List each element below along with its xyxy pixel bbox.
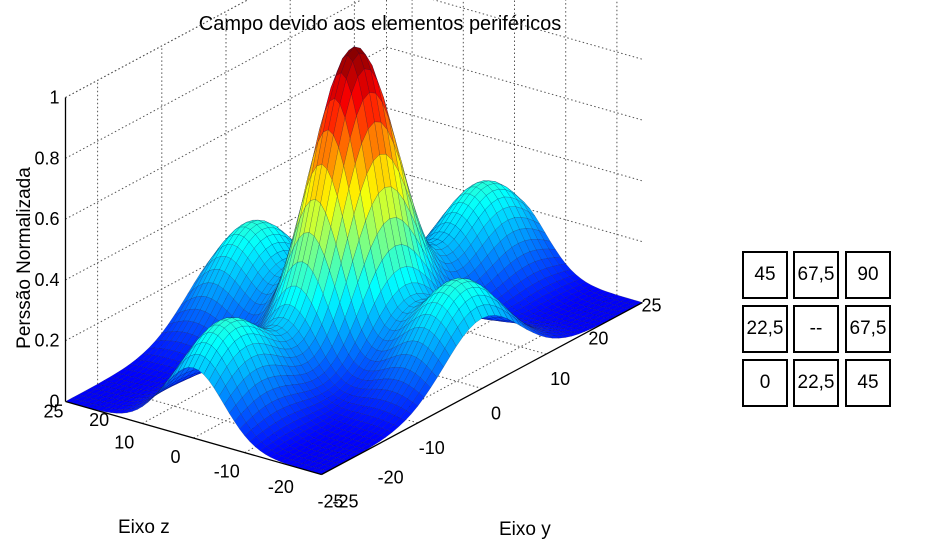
z-axis-tick-label: -10 xyxy=(214,462,240,482)
surface-mesh xyxy=(64,46,644,475)
table-cell: 67,5 xyxy=(793,251,839,299)
z-tick-label: 0.6 xyxy=(34,209,59,229)
table-cell: 45 xyxy=(742,251,788,299)
z-axis-tick-label: -25 xyxy=(318,492,344,512)
z-tick-label: 0.8 xyxy=(34,148,59,168)
y-axis-label: Eixo z xyxy=(118,517,170,538)
y-axis-tick-label: -20 xyxy=(378,467,404,487)
y-axis-tick-label: -25 xyxy=(333,492,359,512)
table-cell: 67,5 xyxy=(845,305,891,353)
z-axis-tick-label: -20 xyxy=(268,477,294,497)
x-axis-label: Eixo y xyxy=(499,519,551,540)
table-cell: 90 xyxy=(845,251,891,299)
axis-ticks: 00.20.40.60.81-25-20-100102025-25-20-100… xyxy=(34,88,661,512)
z-axis-tick-label: 25 xyxy=(43,402,63,422)
table-cell: 22,5 xyxy=(793,359,839,407)
y-axis-tick-label: 0 xyxy=(491,404,501,424)
table-cell: -- xyxy=(793,305,839,353)
z-tick-label: 0.4 xyxy=(34,270,59,290)
z-axis-tick-label: 10 xyxy=(114,432,134,452)
chart-title: Campo devido aos elementos periféricos xyxy=(199,13,561,35)
z-tick-label: 0.2 xyxy=(34,331,59,351)
z-tick-label: 1 xyxy=(49,88,59,108)
y-axis-tick-label: 25 xyxy=(642,296,662,316)
table-cell: 22,5 xyxy=(742,305,788,353)
z-tick-label: 0 xyxy=(49,392,59,412)
y-axis-tick-label: -10 xyxy=(419,438,445,458)
z-axis-tick-label: 0 xyxy=(170,447,180,467)
z-axis-label: Perssão Normalizada xyxy=(14,167,35,349)
surface-plot: Campo devido aos elementos periféricos 0… xyxy=(14,0,662,540)
table-cell: 45 xyxy=(845,359,891,407)
table-cell: 0 xyxy=(742,359,788,407)
axis-box xyxy=(64,97,643,476)
z-axis-tick-label: 20 xyxy=(89,410,109,430)
y-axis-tick-label: 10 xyxy=(550,369,570,389)
y-axis-tick-label: 20 xyxy=(588,329,608,349)
